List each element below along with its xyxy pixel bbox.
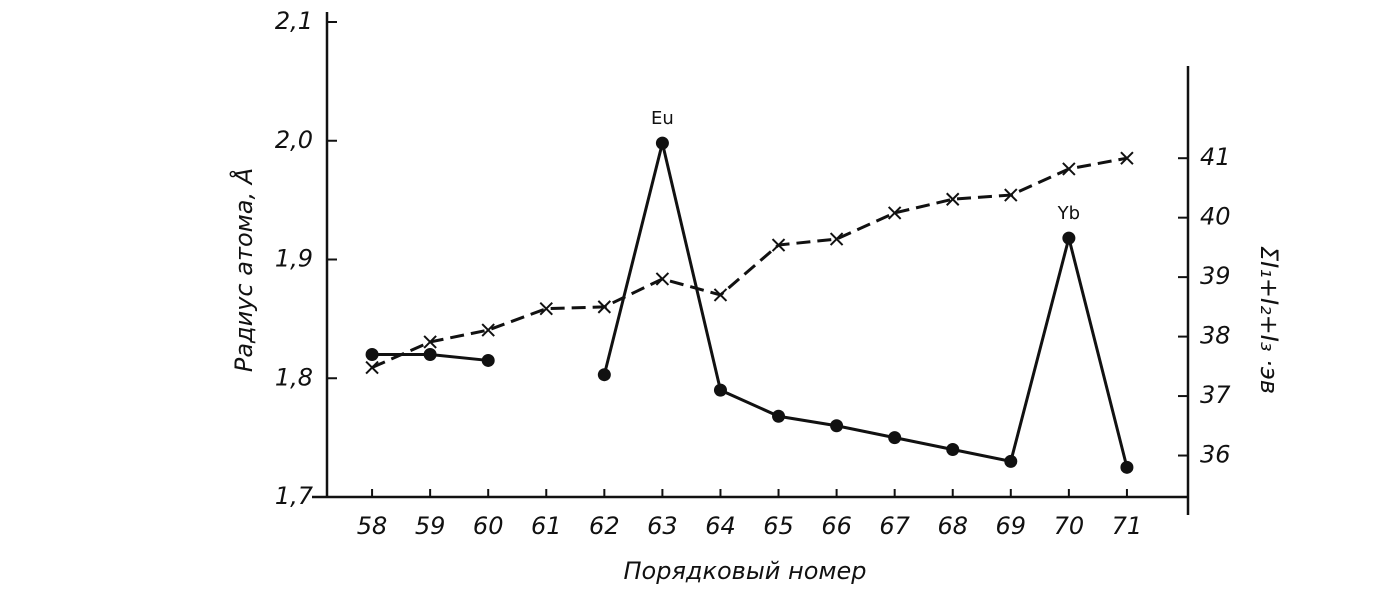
point [830, 419, 844, 433]
y-tick-label: 1,9 [275, 245, 313, 273]
y2-tick-label: 41 [1200, 143, 1231, 171]
x-tick-label: 61 [531, 512, 562, 540]
point [1120, 460, 1134, 474]
x-tick-label: 71 [1112, 512, 1143, 540]
point [423, 335, 437, 349]
point [423, 348, 437, 361]
y-tick-label: 1,7 [275, 482, 314, 510]
point [772, 409, 786, 423]
annotation: Yb [1057, 203, 1080, 224]
x-tick-label: 60 [473, 512, 504, 540]
y2-tick-label: 40 [1200, 203, 1231, 231]
x-tick-label: 59 [415, 512, 446, 540]
point [1004, 454, 1018, 468]
series-line [371, 156, 1128, 369]
point [829, 232, 844, 246]
point [887, 206, 902, 220]
point [597, 368, 611, 382]
point [481, 353, 495, 367]
x-tick-label: 70 [1054, 512, 1085, 540]
y2-axis-label: ΣI₁+I₂+I₃ ·эв [1255, 246, 1283, 394]
x-tick-label: 69 [996, 512, 1027, 540]
point [713, 288, 728, 302]
point [1062, 231, 1076, 245]
x-axis-label: Порядковый номер [624, 557, 867, 585]
point [946, 443, 960, 456]
point [539, 301, 553, 316]
x-tick-label: 65 [763, 512, 794, 540]
point [771, 238, 786, 252]
point [1004, 188, 1018, 202]
point [1120, 151, 1134, 165]
y-tick-label: 2,0 [275, 126, 313, 154]
point [365, 360, 379, 375]
point [481, 323, 495, 337]
annotation: Eu [651, 108, 674, 129]
point [1062, 162, 1076, 176]
point [713, 383, 727, 397]
x-tick-label: 67 [879, 512, 910, 540]
point [655, 136, 669, 150]
point [946, 192, 960, 206]
point [888, 431, 902, 445]
y2-tick-label: 36 [1200, 441, 1231, 469]
y2-tick-label: 38 [1200, 322, 1231, 350]
y2-tick-label: 37 [1200, 381, 1231, 409]
x-tick-label: 58 [357, 512, 388, 540]
point [365, 348, 379, 361]
point [597, 300, 612, 314]
y-axis-label: Радиус атома, Å [229, 168, 258, 372]
x-tick-label: 63 [647, 512, 678, 540]
x-tick-label: 64 [705, 512, 736, 540]
y2-tick-label: 39 [1200, 262, 1231, 290]
x-tick-label: 68 [937, 512, 968, 540]
y-tick-label: 1,8 [275, 363, 313, 391]
point [655, 272, 670, 286]
x-tick-label: 62 [589, 512, 620, 540]
x-tick-label: 66 [821, 512, 852, 540]
y-tick-label: 2,1 [275, 7, 313, 35]
